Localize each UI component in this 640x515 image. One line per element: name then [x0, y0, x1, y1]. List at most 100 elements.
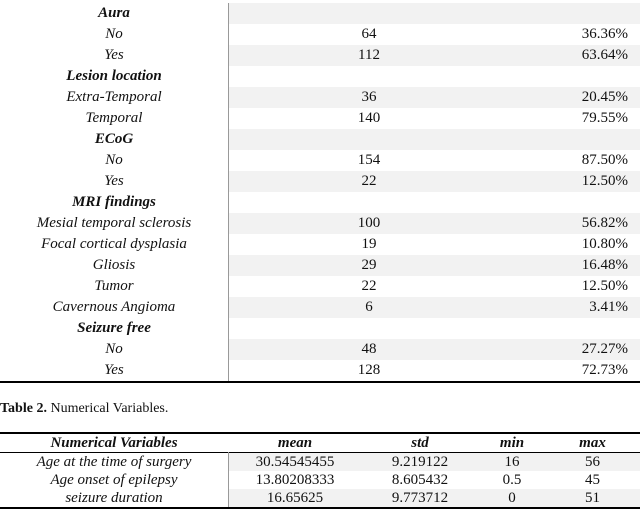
percent-cell: 72.73% [581, 362, 628, 378]
mean-cell: 30.54545455 [255, 453, 335, 470]
table-row: ECoG [0, 129, 640, 150]
group-label: Seizure free [77, 320, 151, 336]
min-cell: 16 [504, 453, 520, 470]
table-row: Cavernous Angioma 6 3.41% [0, 297, 640, 318]
variable-cell: Age onset of epilepsy [50, 471, 178, 488]
percent-cell: 16.48% [581, 257, 628, 273]
category-label: Tumor [94, 278, 134, 294]
row-shade [229, 87, 640, 108]
row-shade [229, 339, 640, 360]
table-row: Seizure free [0, 318, 640, 339]
category-label: Yes [104, 173, 124, 189]
mean-cell: 16.65625 [266, 489, 324, 506]
row-shade [229, 488, 640, 507]
min-cell: 0 [508, 489, 516, 506]
category-label: No [105, 152, 123, 168]
table-row: Temporal 140 79.55% [0, 108, 640, 129]
count-cell: 29 [361, 257, 377, 273]
category-label: Gliosis [92, 257, 136, 273]
bottom-rule [0, 506, 640, 509]
count-cell: 100 [357, 215, 381, 231]
percent-cell: 87.50% [581, 152, 628, 168]
variable-cell: Age at the time of surgery [36, 453, 192, 470]
table-bottom-rule [0, 381, 640, 383]
max-cell: 45 [585, 471, 600, 488]
row-shade [229, 129, 640, 150]
count-cell: 36 [361, 89, 377, 105]
row-shade [229, 318, 640, 339]
row-shade [229, 192, 640, 213]
table-row: No 154 87.50% [0, 150, 640, 171]
count-cell: 140 [357, 110, 381, 126]
caption-text: Numerical Variables. [46, 401, 169, 416]
max-cell: 56 [585, 453, 600, 470]
percent-cell: 36.36% [581, 26, 628, 42]
header-max: max [579, 434, 606, 451]
category-label: Temporal [85, 110, 143, 126]
category-label: No [105, 26, 123, 42]
count-cell: 6 [365, 299, 373, 315]
percent-cell: 10.80% [581, 236, 628, 252]
column-divider [228, 452, 229, 507]
table-row: No 48 27.27% [0, 339, 640, 360]
count-cell: 64 [361, 26, 377, 42]
table-row: Extra-Temporal 36 20.45% [0, 87, 640, 108]
category-label: No [105, 341, 123, 357]
table-row: MRI findings [0, 192, 640, 213]
row-shade [229, 452, 640, 471]
categorical-table: Aura No 64 36.36% Yes 112 63.64% Lesion … [0, 3, 640, 381]
percent-cell: 12.50% [581, 173, 628, 189]
table-row: Gliosis 29 16.48% [0, 255, 640, 276]
row-shade [229, 213, 640, 234]
group-label: MRI findings [72, 194, 156, 210]
header-min: min [499, 434, 525, 451]
count-cell: 128 [357, 362, 381, 378]
table-row: Aura [0, 3, 640, 24]
numerical-table: Numerical Variables mean std min max Age… [0, 432, 640, 509]
count-cell: 154 [357, 152, 381, 168]
row-shade [229, 45, 640, 66]
min-cell: 0.5 [502, 471, 522, 488]
header-std: std [411, 434, 429, 451]
category-label: Yes [104, 47, 124, 63]
category-label: Cavernous Angioma [52, 299, 176, 315]
count-cell: 19 [361, 236, 377, 252]
percent-cell: 79.55% [581, 110, 628, 126]
percent-cell: 20.45% [581, 89, 628, 105]
table-row: Age at the time of surgery 30.54545455 9.2… [0, 452, 640, 471]
header-variable: Numerical Variables [50, 434, 178, 451]
table-row: No 64 36.36% [0, 24, 640, 45]
table-header-row: Numerical Variables mean std min max [0, 434, 640, 452]
row-shade [229, 297, 640, 318]
top-rule [0, 432, 640, 434]
table-2-caption: Table 2. Numerical Variables. [0, 401, 168, 417]
caption-label: Table 2. [0, 401, 47, 416]
row-shade [229, 3, 640, 24]
header-rule [0, 451, 640, 453]
row-shade [229, 171, 640, 192]
table-row: Yes 22 12.50% [0, 171, 640, 192]
row-shade [229, 66, 640, 87]
category-label: Focal cortical dysplasia [41, 236, 187, 252]
count-cell: 22 [361, 278, 377, 294]
percent-cell: 3.41% [589, 299, 628, 315]
count-cell: 48 [361, 341, 377, 357]
max-cell: 51 [585, 489, 600, 506]
column-divider [228, 3, 229, 381]
category-label: Mesial temporal sclerosis [36, 215, 192, 231]
percent-cell: 63.64% [581, 47, 628, 63]
group-label: Lesion location [66, 68, 162, 84]
std-cell: 9.773712 [391, 489, 449, 506]
count-cell: 112 [358, 47, 380, 63]
std-cell: 8.605432 [391, 471, 449, 488]
table-row: Yes 128 72.73% [0, 360, 640, 381]
count-cell: 22 [361, 173, 377, 189]
table-row: Mesial temporal sclerosis 100 56.82% [0, 213, 640, 234]
mean-cell: 13.80208333 [255, 471, 335, 488]
percent-cell: 27.27% [581, 341, 628, 357]
group-label: ECoG [94, 131, 134, 147]
percent-cell: 12.50% [581, 278, 628, 294]
category-label: Extra-Temporal [66, 89, 162, 105]
category-label: Yes [104, 362, 124, 378]
row-shade [229, 255, 640, 276]
